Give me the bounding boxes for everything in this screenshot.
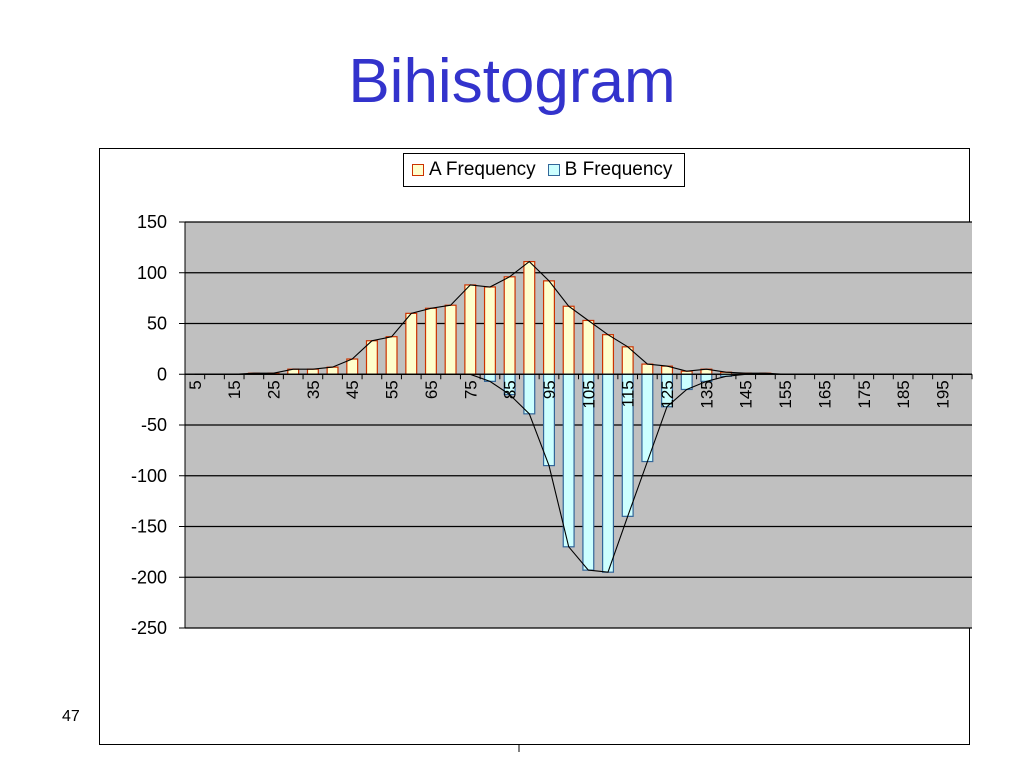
bar-b-frequency xyxy=(562,373,575,548)
legend-swatch-b xyxy=(547,164,560,176)
bar-a-frequency xyxy=(621,346,634,375)
x-tick-label: 35 xyxy=(304,380,323,399)
legend-item-a: A Frequency xyxy=(412,159,536,181)
y-tick-label: 50 xyxy=(147,314,167,334)
bar-a-frequency xyxy=(306,368,319,375)
bar-a-frequency xyxy=(582,319,595,375)
x-tick-label: 145 xyxy=(737,380,756,408)
x-tick-label: 185 xyxy=(894,380,913,408)
bar-a-frequency xyxy=(405,312,418,375)
chart-legend: A Frequency B Frequency xyxy=(403,153,686,187)
bar-a-frequency xyxy=(542,280,555,375)
x-tick-label: 155 xyxy=(776,380,795,408)
bar-a-frequency xyxy=(444,304,457,375)
bar-b-frequency xyxy=(602,373,615,573)
y-tick-label: -250 xyxy=(131,618,167,638)
legend-item-b: B Frequency xyxy=(547,159,673,181)
legend-swatch-a xyxy=(412,164,424,176)
bar-a-frequency xyxy=(523,260,536,375)
x-tick-label: 25 xyxy=(265,380,284,399)
y-tick-label: 150 xyxy=(137,212,167,232)
bar-a-frequency xyxy=(602,334,615,375)
slide-title: Bihistogram xyxy=(348,47,676,116)
legend-label-b: B Frequency xyxy=(564,159,673,180)
x-tick-label: 85 xyxy=(501,380,520,399)
legend-label-a: A Frequency xyxy=(429,159,536,180)
y-tick-label: -200 xyxy=(131,567,167,587)
x-tick-label: 175 xyxy=(855,380,874,408)
y-tick-label: 0 xyxy=(157,364,167,384)
bar-a-frequency xyxy=(385,336,398,375)
bar-a-frequency xyxy=(503,276,516,375)
y-tick-label: -50 xyxy=(141,415,167,435)
x-tick-label: 135 xyxy=(697,380,716,408)
bar-a-frequency xyxy=(346,358,359,375)
x-tick-label: 125 xyxy=(658,380,677,408)
x-tick-label: 55 xyxy=(383,380,402,399)
y-tick-label: -150 xyxy=(131,517,167,537)
bar-a-frequency xyxy=(464,284,477,375)
bar-a-frequency xyxy=(641,363,654,375)
x-tick-label: 195 xyxy=(933,380,952,408)
x-tick-label: 15 xyxy=(225,380,244,399)
x-tick-label: 75 xyxy=(461,380,480,399)
x-tick-label: 95 xyxy=(540,380,559,399)
x-tick-label: 115 xyxy=(619,380,638,407)
x-tick-label: 165 xyxy=(815,380,834,408)
x-tick-label: 105 xyxy=(579,380,598,408)
x-tick-label: 5 xyxy=(186,380,205,389)
x-tick-label: 65 xyxy=(422,380,441,399)
y-tick-label: -100 xyxy=(131,466,167,486)
bar-a-frequency xyxy=(424,307,437,375)
bar-a-frequency xyxy=(483,286,496,375)
x-tick-label: 45 xyxy=(343,380,362,399)
bar-b-frequency xyxy=(641,373,654,463)
bar-a-frequency xyxy=(365,340,378,375)
bar-b-frequency xyxy=(523,373,536,415)
bar-a-frequency xyxy=(562,305,575,375)
bar-a-frequency xyxy=(326,366,339,375)
bar-b-frequency xyxy=(680,373,693,391)
y-tick-label: 100 xyxy=(137,263,167,283)
slide-number: 47 xyxy=(62,708,80,725)
